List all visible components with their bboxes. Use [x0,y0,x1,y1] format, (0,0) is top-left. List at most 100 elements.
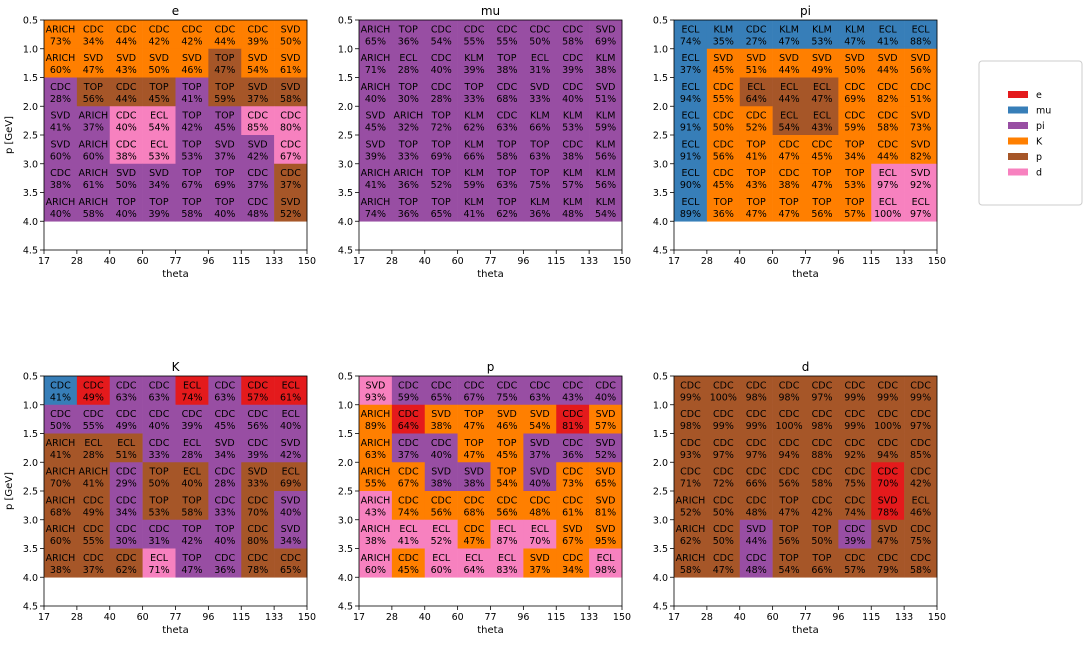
heatmap-cell [556,48,590,78]
cell-percent-label: 94% [680,94,701,105]
heatmap-panel-d: CDC99%CDC100%CDC98%CDC98%CDC97%CDC99%CDC… [653,360,946,636]
cell-percent-label: 65% [280,565,301,576]
legend-swatch [1008,91,1028,98]
cell-detector-label: CDC [116,467,137,478]
cell-percent-label: 36% [398,36,419,47]
x-tick-label: 77 [799,256,811,267]
cell-percent-label: 44% [779,94,800,105]
cell-percent-label: 52% [680,507,701,518]
y-tick-label: 1.5 [338,73,353,84]
cell-detector-label: CDC [431,438,452,449]
cell-detector-label: TOP [779,524,799,535]
cell-detector-label: ARICH [361,197,391,208]
heatmap-cell [739,106,773,136]
heatmap-cell [391,433,426,463]
cell-detector-label: TOP [844,168,864,179]
heatmap-cell [739,548,773,578]
cell-detector-label: ARICH [361,524,391,535]
cell-percent-label: 69% [431,151,452,162]
heatmap-cell [871,163,905,193]
x-tick-label: 150 [298,612,316,623]
heatmap-cell [359,433,393,463]
cell-detector-label: SVD [366,139,386,150]
heatmap-cell [142,20,176,50]
legend-frame [978,60,1083,206]
heatmap-cell [904,135,938,165]
cell-detector-label: ECL [681,53,700,64]
x-tick-label: 60 [452,256,464,267]
heatmap-cell [838,491,872,521]
cell-detector-label: CDC [149,438,170,449]
y-tick-label: 3.0 [653,159,668,170]
cell-percent-label: 34% [149,180,170,191]
cell-detector-label: CDC [746,380,767,391]
heatmap-cell [142,519,176,549]
cell-detector-label: ARICH [393,168,423,179]
cell-percent-label: 31% [149,536,170,547]
cell-percent-label: 34% [562,565,583,576]
heatmap-cell [589,462,623,492]
cell-detector-label: TOP [181,524,201,535]
cell-percent-label: 59% [844,123,865,134]
cell-percent-label: 47% [779,36,800,47]
cell-detector-label: ECL [879,168,898,179]
heatmap-cell [805,163,839,193]
cell-detector-label: CDC [713,168,734,179]
heatmap-cell [739,433,773,463]
cell-detector-label: ECL [681,197,700,208]
cell-percent-label: 50% [149,65,170,76]
cell-detector-label: CDC [812,139,833,150]
cell-detector-label: CDC [812,380,833,391]
x-tick-label: 150 [613,256,631,267]
cell-detector-label: CDC [247,409,268,420]
cell-percent-label: 74% [844,507,865,518]
heatmap-cell [706,433,741,463]
cell-detector-label: CDC [562,467,583,478]
cell-detector-label: ECL [432,553,451,564]
cell-detector-label: SVD [911,168,931,179]
cell-percent-label: 45% [365,123,386,134]
heatmap-cell [175,433,209,463]
cell-detector-label: TOP [496,168,516,179]
heatmap-cell [457,192,491,222]
cell-detector-label: SVD [116,53,136,64]
cell-detector-label: SVD [182,53,202,64]
x-tick-label: 150 [613,612,631,623]
cell-percent-label: 69% [280,479,301,490]
cell-percent-label: 80% [280,123,301,134]
cell-percent-label: 60% [431,565,452,576]
cell-detector-label: CDC [431,495,452,506]
cell-percent-label: 40% [280,421,301,432]
heatmap-cell [109,20,143,50]
cell-percent-label: 63% [496,123,517,134]
cell-percent-label: 28% [83,450,104,461]
cell-detector-label: CDC [398,495,419,506]
cell-percent-label: 49% [811,65,832,76]
cell-detector-label: ECL [183,467,202,478]
cell-percent-label: 64% [746,94,767,105]
heatmap-cell [241,163,275,193]
heatmap-cell [109,163,143,193]
heatmap-cell [772,548,806,578]
heatmap-cell [838,163,872,193]
heatmap-cell [76,135,111,165]
heatmap-cell [739,48,773,78]
cell-percent-label: 56% [431,507,452,518]
cell-detector-label: TOP [149,197,169,208]
heatmap-cell [490,404,524,434]
cell-detector-label: CDC [247,168,268,179]
cell-percent-label: 54% [779,123,800,134]
heatmap-cell [208,376,242,406]
heatmap-cell [241,462,275,492]
heatmap-cell [904,77,938,107]
heatmap-cell [904,519,938,549]
cell-detector-label: TOP [398,197,418,208]
cell-detector-label: CDC [215,380,236,391]
heatmap-cell [674,462,708,492]
cell-percent-label: 41% [50,123,71,134]
heatmap-cell [241,433,275,463]
heatmap-cell [904,404,938,434]
cell-percent-label: 47% [811,180,832,191]
y-tick-label: 0.5 [338,16,353,27]
heatmap-cell [871,548,905,578]
